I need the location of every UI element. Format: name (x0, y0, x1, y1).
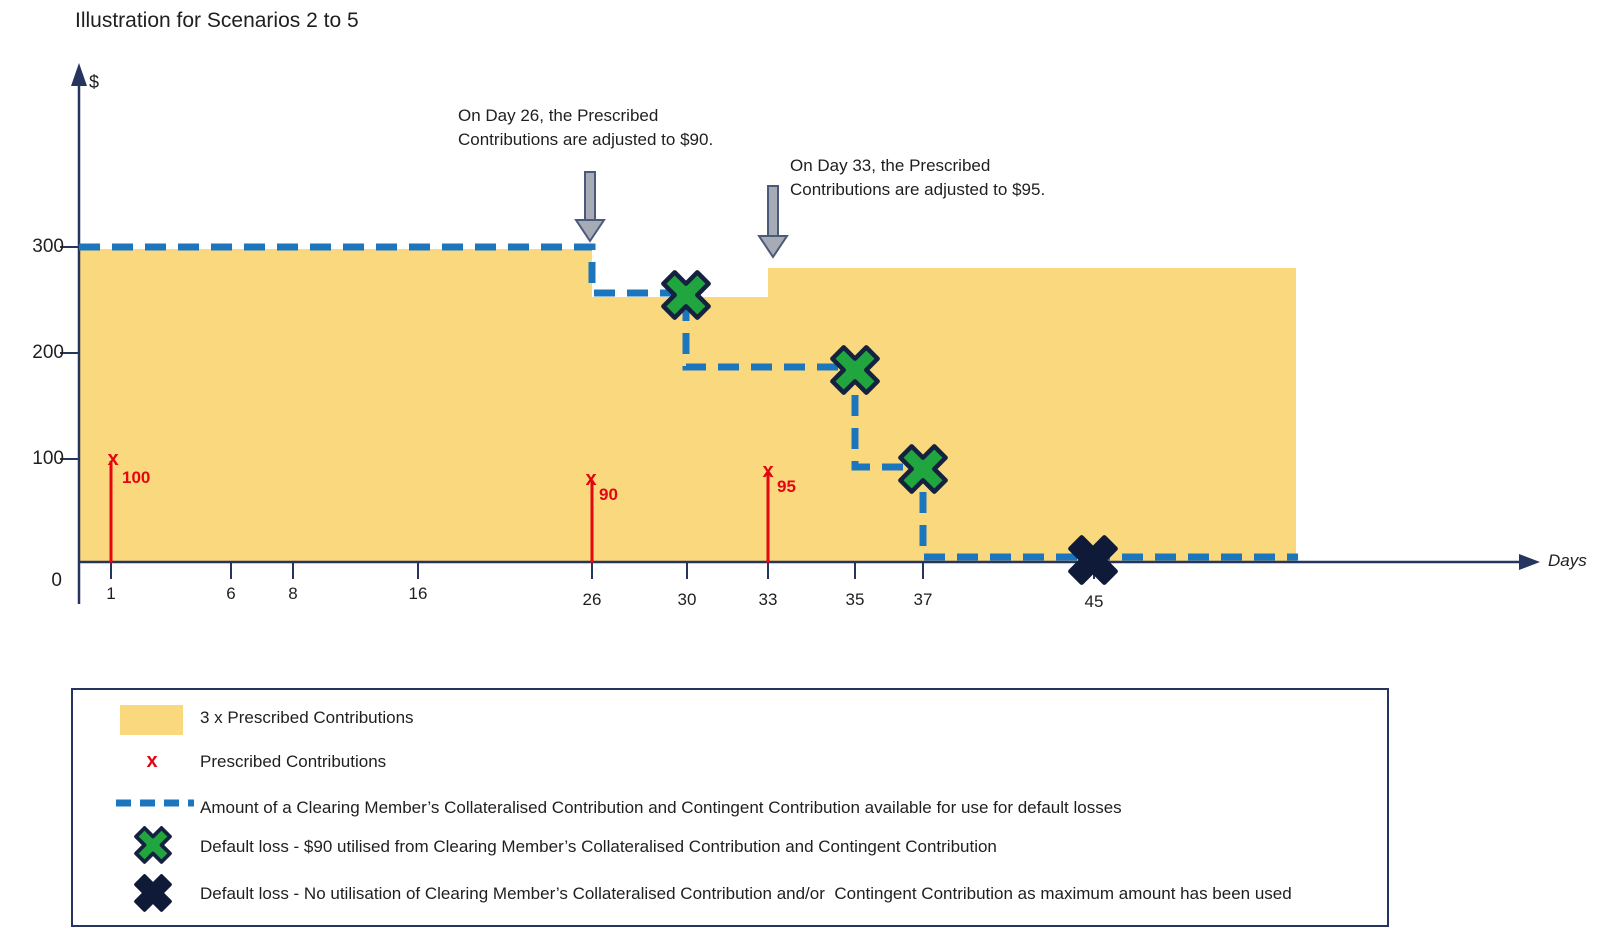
default-loss-90-marker-day-30-icon (661, 270, 711, 320)
prescribed-value-label-100: 100 (122, 468, 151, 487)
y-tick-label-100: 100 (32, 448, 64, 469)
available-amount-step-line (79, 243, 1298, 561)
x-axis-title: Days (1548, 551, 1587, 570)
legend-item-available-amount-label: Amount of a Clearing Member’s Collateral… (200, 798, 1122, 817)
y-tick-label-300: 300 (32, 236, 64, 257)
annotation-day-26: On Day 26, the Prescribed Contributions … (458, 104, 713, 152)
annotation-day-33-line2: Contributions are adjusted to $95. (790, 180, 1046, 199)
annotation-day-26-line2: Contributions are adjusted to $90. (458, 130, 714, 149)
legend-prescribed-marker-icon: x (146, 750, 158, 772)
annotation-arrow-day-26-icon (574, 171, 606, 243)
legend-dashed-line-icon (116, 799, 194, 807)
legend: 3 x Prescribed Contributions x Prescribe… (71, 688, 1389, 927)
x-tick-label-1: 1 (106, 584, 116, 603)
annotation-day-26-line1: On Day 26, the Prescribed (458, 106, 659, 125)
prescribed-contribution-marker-day-1-icon: x (107, 448, 119, 470)
default-loss-90-marker-day-35-icon (830, 345, 880, 395)
x-tick-label-45: 45 (1084, 592, 1104, 611)
legend-item-band-label: 3 x Prescribed Contributions (200, 708, 414, 727)
default-loss-90-marker-day-37-icon (898, 444, 948, 494)
legend-item-default-loss-90-label: Default loss - $90 utilised from Clearin… (200, 837, 997, 856)
prescribed-contribution-marker-day-26-icon: x (585, 468, 597, 490)
annotation-arrow-day-33-icon (757, 185, 789, 259)
x-tick-label-37: 37 (913, 590, 933, 609)
y-tick-label-200: 200 (32, 342, 64, 363)
x-tick-label-8: 8 (288, 584, 298, 603)
x-tick-label-16: 16 (408, 584, 428, 603)
chart-plot-area (60, 63, 1540, 604)
prescribed-band-area (79, 249, 1296, 562)
prescribed-value-label-95: 95 (777, 477, 796, 496)
prescribed-value-label-90: 90 (599, 485, 618, 504)
x-tick-label-35: 35 (845, 590, 865, 609)
y-tick-label-0: 0 (51, 570, 62, 591)
y-axis-title: $ (89, 72, 100, 92)
x-tick-label-26: 26 (582, 590, 602, 609)
annotation-day-33-line1: On Day 33, the Prescribed (790, 156, 991, 175)
x-axis-arrowhead-icon (1519, 554, 1540, 570)
no-utilisation-marker-day-45-icon (1068, 535, 1118, 585)
legend-item-prescribed-label: Prescribed Contributions (200, 752, 387, 771)
legend-band-swatch-icon (120, 705, 183, 735)
x-tick-label-30: 30 (677, 590, 697, 609)
legend-item-no-utilisation-label: Default loss - No utilisation of Clearin… (200, 884, 1292, 903)
x-tick-label-6: 6 (226, 584, 236, 603)
chart-title: Illustration for Scenarios 2 to 5 (75, 9, 359, 32)
y-axis-arrowhead-icon (71, 63, 87, 86)
legend-green-cross-icon (134, 826, 172, 864)
x-tick-label-33: 33 (758, 590, 778, 609)
legend-black-cross-icon (134, 874, 172, 912)
prescribed-contribution-marker-day-33-icon: x (762, 460, 774, 482)
annotation-day-33: On Day 33, the Prescribed Contributions … (790, 154, 1045, 202)
